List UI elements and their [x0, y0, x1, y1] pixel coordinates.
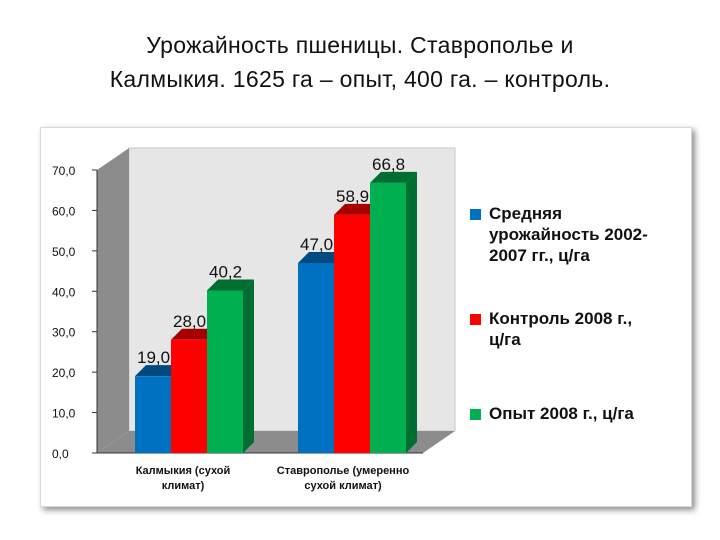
y-tick-label: 60,0	[52, 204, 76, 218]
bar-top	[207, 279, 254, 291]
chart-side-wall	[97, 148, 129, 453]
legend-swatch-average	[470, 209, 481, 220]
bar-top	[171, 328, 218, 340]
legend-item-experiment: Опыт 2008 г., ц/га	[470, 403, 685, 424]
bar-side	[406, 171, 417, 454]
legend-label-control-line-1: Контроль 2008 г.,	[489, 309, 633, 328]
y-tick-label: 30,0	[52, 326, 76, 340]
bar	[171, 339, 207, 453]
chart-legend: Средняя урожайность 2002- 2007 гг., ц/га…	[470, 203, 685, 424]
y-tick-label: 10,0	[52, 407, 76, 421]
legend-swatch-control	[470, 314, 481, 325]
bar-value-label: 28,0	[173, 312, 206, 331]
slide-title: Урожайность пшеницы. Ставрополье и Калмы…	[0, 28, 720, 96]
legend-label-average-line-2: урожайность 2002-	[489, 225, 648, 244]
y-tick-label: 70,0	[52, 164, 76, 178]
slide-title-line-2: Калмыкия. 1625 га – опыт, 400 га. – конт…	[109, 66, 611, 92]
y-tick-label: 40,0	[52, 285, 76, 299]
legend-label-average-line-1: Средняя	[489, 204, 563, 223]
x-category-label: Калмыкия (сухой	[136, 465, 231, 477]
bar-top	[135, 365, 182, 377]
bar-value-label: 47,0	[300, 235, 333, 254]
bar-value-label: 58,9	[336, 187, 369, 206]
legend-item-control: Контроль 2008 г., ц/га	[470, 308, 685, 403]
y-tick-label: 50,0	[52, 245, 76, 259]
bar-top	[334, 203, 381, 215]
legend-swatch-experiment	[470, 409, 481, 420]
bar-value-label: 40,2	[209, 262, 242, 281]
bar	[334, 214, 370, 453]
x-category-label: климат)	[162, 480, 205, 492]
x-category-label: сухой климат)	[304, 480, 382, 492]
bar-top	[370, 171, 417, 183]
bar	[298, 262, 334, 453]
slide-title-line-1: Урожайность пшеницы. Ставрополье и	[146, 32, 574, 58]
bar-side	[243, 279, 254, 453]
y-tick-label: 0,0	[52, 447, 69, 461]
x-category-label: Ставрополье (умеренно	[277, 465, 410, 477]
bar	[207, 290, 243, 453]
bar-value-label: 19,0	[137, 348, 170, 367]
bar-top	[298, 251, 345, 263]
bar-value-label: 66,8	[372, 155, 405, 174]
bar	[135, 376, 171, 453]
bar	[370, 182, 406, 454]
y-tick-label: 20,0	[52, 366, 76, 380]
legend-label-average-line-3: 2007 гг., ц/га	[489, 246, 590, 265]
legend-item-average: Средняя урожайность 2002- 2007 гг., ц/га	[470, 203, 685, 308]
legend-label-experiment-line-1: Опыт 2008 г., ц/га	[489, 404, 634, 423]
legend-label-control-line-2: ц/га	[489, 330, 521, 349]
